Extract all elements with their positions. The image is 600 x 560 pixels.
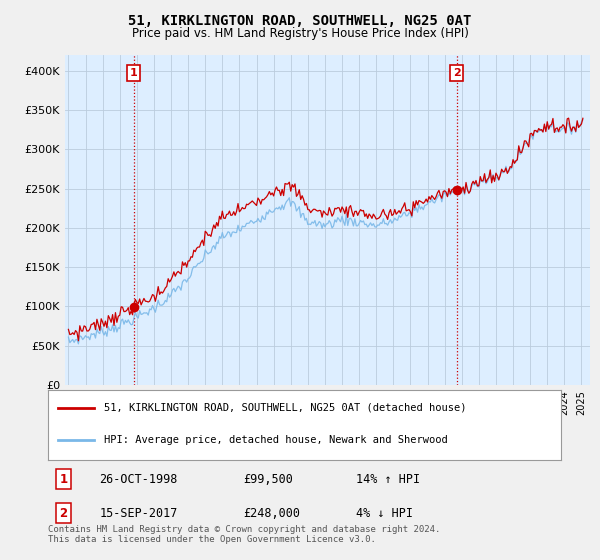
Text: 2: 2: [453, 68, 461, 78]
Text: 1: 1: [59, 473, 67, 486]
Text: £99,500: £99,500: [243, 473, 293, 486]
Text: 14% ↑ HPI: 14% ↑ HPI: [356, 473, 420, 486]
Text: 26-OCT-1998: 26-OCT-1998: [100, 473, 178, 486]
Text: Contains HM Land Registry data © Crown copyright and database right 2024.
This d: Contains HM Land Registry data © Crown c…: [48, 525, 440, 544]
Text: 2: 2: [59, 507, 67, 520]
Text: £248,000: £248,000: [243, 507, 300, 520]
Text: 51, KIRKLINGTON ROAD, SOUTHWELL, NG25 0AT (detached house): 51, KIRKLINGTON ROAD, SOUTHWELL, NG25 0A…: [104, 403, 467, 413]
Text: Price paid vs. HM Land Registry's House Price Index (HPI): Price paid vs. HM Land Registry's House …: [131, 27, 469, 40]
Text: HPI: Average price, detached house, Newark and Sherwood: HPI: Average price, detached house, Newa…: [104, 436, 448, 445]
Text: 4% ↓ HPI: 4% ↓ HPI: [356, 507, 413, 520]
Text: 51, KIRKLINGTON ROAD, SOUTHWELL, NG25 0AT: 51, KIRKLINGTON ROAD, SOUTHWELL, NG25 0A…: [128, 14, 472, 28]
Text: 1: 1: [130, 68, 137, 78]
Text: 15-SEP-2017: 15-SEP-2017: [100, 507, 178, 520]
